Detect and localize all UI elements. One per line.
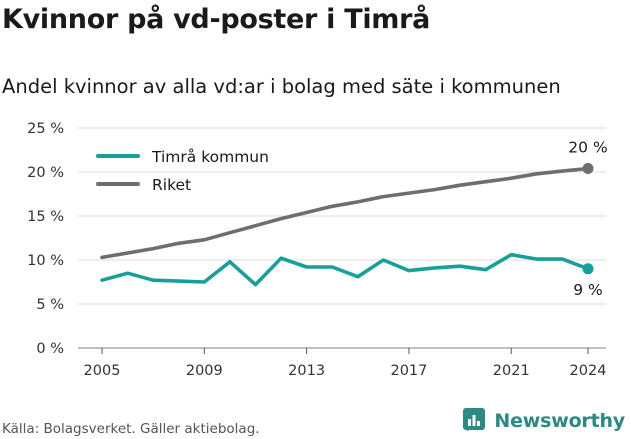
series-line-timra: [100, 252, 590, 287]
series-end-label: 9 %: [573, 281, 603, 299]
x-tick-label: 2024: [570, 363, 607, 379]
y-axis: 0 % 5 % 10 % 15 % 20 % 25 %: [27, 121, 64, 357]
x-tick-label: 2013: [288, 363, 325, 379]
y-tick-label: 25 %: [27, 121, 64, 137]
series-end-label: 20 %: [568, 138, 607, 156]
chart-subtitle: Andel kvinnor av alla vd:ar i bolag med …: [2, 75, 561, 98]
x-tick-label: 2017: [390, 363, 427, 379]
x-tick-label: 2005: [84, 363, 121, 379]
brand-logo: Newsworthy: [463, 408, 625, 433]
y-tick-label: 5 %: [36, 297, 64, 313]
x-tick-label: 2009: [186, 363, 223, 379]
grid-lines: [78, 127, 606, 349]
series-end-point: [582, 162, 594, 174]
chart-title: Kvinnor på vd-poster i Timrå: [2, 4, 431, 35]
legend-label: Riket: [152, 176, 191, 194]
source-note: Källa: Bolagsverket. Gäller aktiebolag.: [2, 421, 260, 437]
legend: Timrå kommun Riket: [96, 148, 269, 194]
brand-name: Newsworthy: [494, 409, 625, 432]
y-tick-label: 20 %: [27, 165, 64, 181]
y-tick-label: 15 %: [27, 209, 64, 225]
x-tick-label: 2021: [493, 363, 530, 379]
newsworthy-logo-icon: [463, 408, 486, 431]
legend-label: Timrå kommun: [151, 148, 269, 166]
series-lines: 9 % 20 %: [100, 138, 608, 299]
y-tick-label: 0 %: [36, 341, 64, 357]
series-end-point: [582, 263, 594, 275]
series-line-riket: [100, 166, 590, 260]
y-tick-label: 10 %: [27, 253, 64, 269]
x-axis: 2005 2009 2013 2017 2021 2024: [84, 348, 607, 379]
line-chart: 0 %5 %10 %15 %20 %25 % 2005 2009 2013 2017 2…: [27, 121, 608, 379]
